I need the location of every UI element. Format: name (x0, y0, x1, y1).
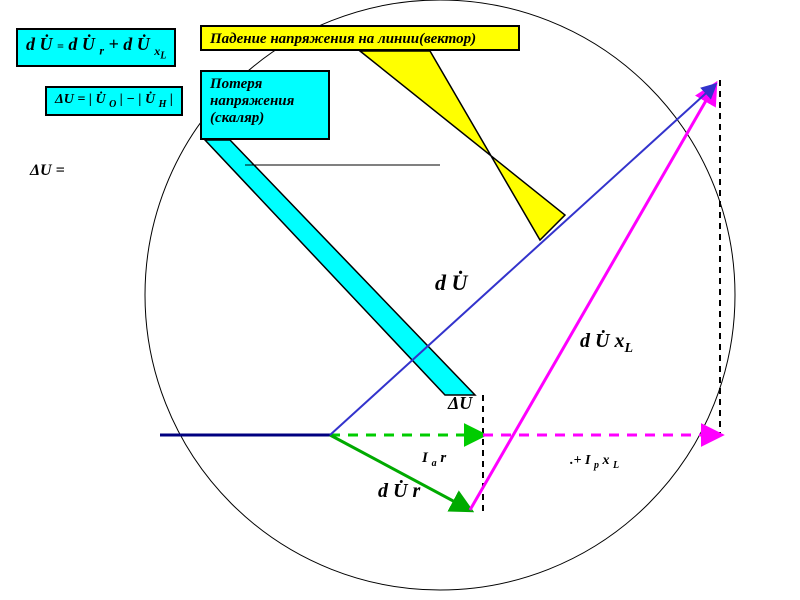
formula-dU-sum: d U̇ = d U̇ r + d U̇ xL (16, 28, 176, 67)
callout-scalar-loss-text: Потеря напряжения (скаляр) (210, 76, 294, 126)
formula-dU-sum-text: d U̇ = d U̇ r + d U̇ xL (26, 34, 166, 54)
stage: d U̇ = d U̇ r + d U̇ xL ΔU = | U̇ O | − … (0, 0, 800, 600)
delta-u-equals-label: ΔU = (30, 162, 65, 180)
label-DeltaU: ΔU (448, 393, 472, 414)
label-Iar: I a r (422, 450, 446, 469)
formula-deltaU-abs: ΔU = | U̇ O | − | U̇ H | (45, 86, 183, 116)
label-dUr: d U̇ r (378, 480, 420, 503)
callout-vector-drop: Падение напряжения на линии(вектор) (200, 25, 520, 51)
callout-tail-cyan (205, 140, 475, 395)
callout-scalar-loss: Потеря напряжения (скаляр) (200, 70, 330, 140)
callout-vector-drop-text: Падение напряжения на линии(вектор) (210, 31, 476, 47)
label-dU: d U̇ (435, 270, 467, 296)
vector-dU (330, 85, 715, 435)
vector-dUxL (470, 85, 715, 510)
formula-deltaU-abs-text: ΔU = | U̇ O | − | U̇ H | (55, 92, 173, 107)
callout-tail-yellow (360, 51, 565, 240)
label-IpxL: .+ I p x L (570, 453, 619, 471)
label-dUxL: d U̇ xL (580, 330, 633, 357)
